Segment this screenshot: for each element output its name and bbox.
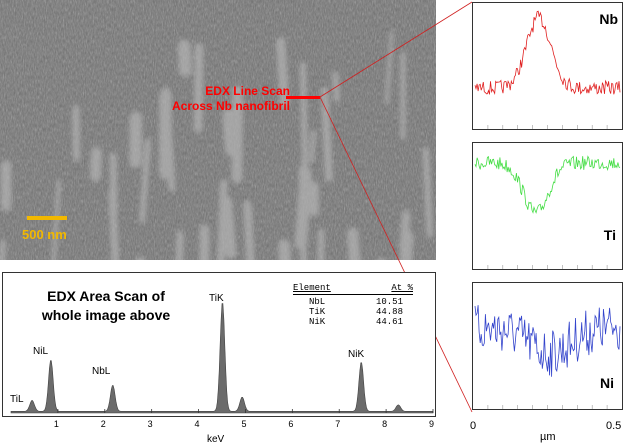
line-scan-nb-label: Nb xyxy=(599,11,618,27)
table-row: NbL 10.51 xyxy=(293,295,413,307)
table-cell-element: NiK xyxy=(309,317,326,327)
fibril-streak xyxy=(0,160,12,212)
table-cell-element: NbL xyxy=(309,297,326,307)
line-scan-marker xyxy=(286,96,320,99)
fibril-streak xyxy=(221,196,237,259)
line-scan-ni-panel: Ni xyxy=(472,282,623,410)
spectrum-tick-label: 7 xyxy=(335,419,341,429)
table-cell-value: 44.61 xyxy=(375,317,403,327)
sem-texture xyxy=(0,0,436,260)
scale-bar xyxy=(27,216,67,220)
line-scan-nb-panel: Nb xyxy=(472,2,623,130)
fibril-streak xyxy=(108,189,121,260)
peak-label-nbl: NbL xyxy=(92,366,111,377)
composition-table: Element At % NbL 10.51 TiK 44.88 NiK 44.… xyxy=(293,283,413,327)
fibril-streak xyxy=(0,239,6,260)
spectrum-tick-label: 3 xyxy=(147,419,153,429)
line-scan-nb-plot xyxy=(474,10,621,129)
fibril-streak xyxy=(174,230,184,260)
line-scan-ti-label: Ti xyxy=(603,227,616,243)
area-scan-title-line-2: whole image above xyxy=(41,307,171,323)
fibril-streak xyxy=(394,230,414,260)
fibril-streak xyxy=(275,37,290,109)
line-scan-x-tick-0: 0 xyxy=(470,420,477,432)
spectrum-area xyxy=(10,303,434,414)
spectrum-tick-label: 4 xyxy=(194,419,200,429)
fibril-streak xyxy=(317,228,325,260)
spectrum-plot xyxy=(10,303,434,414)
table-cell-value: 44.88 xyxy=(375,307,403,317)
area-scan-title-line-1: EDX Area Scan of xyxy=(47,288,165,304)
line-scan-ti-plot xyxy=(474,155,621,269)
spectrum-tick-label: 9 xyxy=(429,419,435,429)
table-header-element: Element xyxy=(293,283,331,293)
fibril-streak xyxy=(294,167,312,250)
peak-label-til: TiL xyxy=(10,394,24,405)
fibril-streak xyxy=(177,39,192,77)
peak-label-tik: TiK xyxy=(209,293,224,304)
spectrum-tick-label: 8 xyxy=(382,419,388,429)
fibril-streak xyxy=(299,61,309,172)
fibril-streak xyxy=(384,30,394,105)
line-scan-series-ti xyxy=(474,155,621,214)
connector-line-bottom xyxy=(319,96,473,413)
sem-micrograph: EDX Line Scan Across Nb nanofibril 500 n… xyxy=(0,0,436,260)
fibril-streak xyxy=(139,138,151,224)
annotation-line-1: EDX Line Scan xyxy=(205,84,290,98)
fibril-streak xyxy=(199,224,210,260)
fibril-streak xyxy=(49,178,62,260)
peak-label-nil: NiL xyxy=(33,346,49,357)
fibril-streak xyxy=(346,227,361,260)
connector-line-top xyxy=(319,1,473,98)
line-scan-x-label: µm xyxy=(540,431,556,443)
line-scan-series-nb xyxy=(474,10,621,96)
table-row: NiK 44.61 xyxy=(293,317,413,327)
line-scan-ni-plot xyxy=(474,305,621,409)
area-scan-panel: EDX Area Scan of whole image above Eleme… xyxy=(2,272,436,417)
spectrum-tick-label: 2 xyxy=(100,419,106,429)
spectrum-tick-label: 6 xyxy=(288,419,294,429)
fibril-streak xyxy=(222,109,238,157)
peak-label-nik: NiK xyxy=(348,349,365,360)
fibril-streak xyxy=(278,239,292,260)
fibril-streak xyxy=(243,200,258,260)
scale-bar-label: 500 nm xyxy=(22,227,67,242)
table-header-at: At % xyxy=(391,283,413,293)
spectrum-tick-label: 1 xyxy=(53,419,59,429)
line-scan-ni-label: Ni xyxy=(600,375,614,391)
fibril-streak xyxy=(231,85,244,184)
table-cell-element: TiK xyxy=(309,307,326,317)
table-cell-value: 10.51 xyxy=(375,297,403,307)
fibril-streak xyxy=(422,146,434,238)
annotation-line-2: Across Nb nanofibril xyxy=(171,99,290,113)
fibril-streak xyxy=(309,129,317,163)
fibril-streak xyxy=(129,111,143,169)
line-scan-annotation: EDX Line Scan Across Nb nanofibril xyxy=(150,84,290,114)
spectrum-x-label: keV xyxy=(207,434,225,445)
fibril-streak xyxy=(90,146,102,182)
spectrum-tick-label: 5 xyxy=(241,419,247,429)
line-scan-series-ni xyxy=(474,305,621,377)
fibril-streak xyxy=(159,89,172,180)
fibril-streak xyxy=(193,43,204,133)
line-scan-x-tick-1: 0.5 xyxy=(606,420,622,432)
area-scan-title: EDX Area Scan of whole image above xyxy=(21,287,191,325)
line-scan-ti-panel: Ti xyxy=(472,142,623,270)
fibril-streak xyxy=(308,181,319,217)
fibril-streak xyxy=(400,51,406,140)
table-row: TiK 44.88 xyxy=(293,307,413,317)
fibril-streak xyxy=(320,86,334,183)
fibril-streak xyxy=(72,105,81,161)
